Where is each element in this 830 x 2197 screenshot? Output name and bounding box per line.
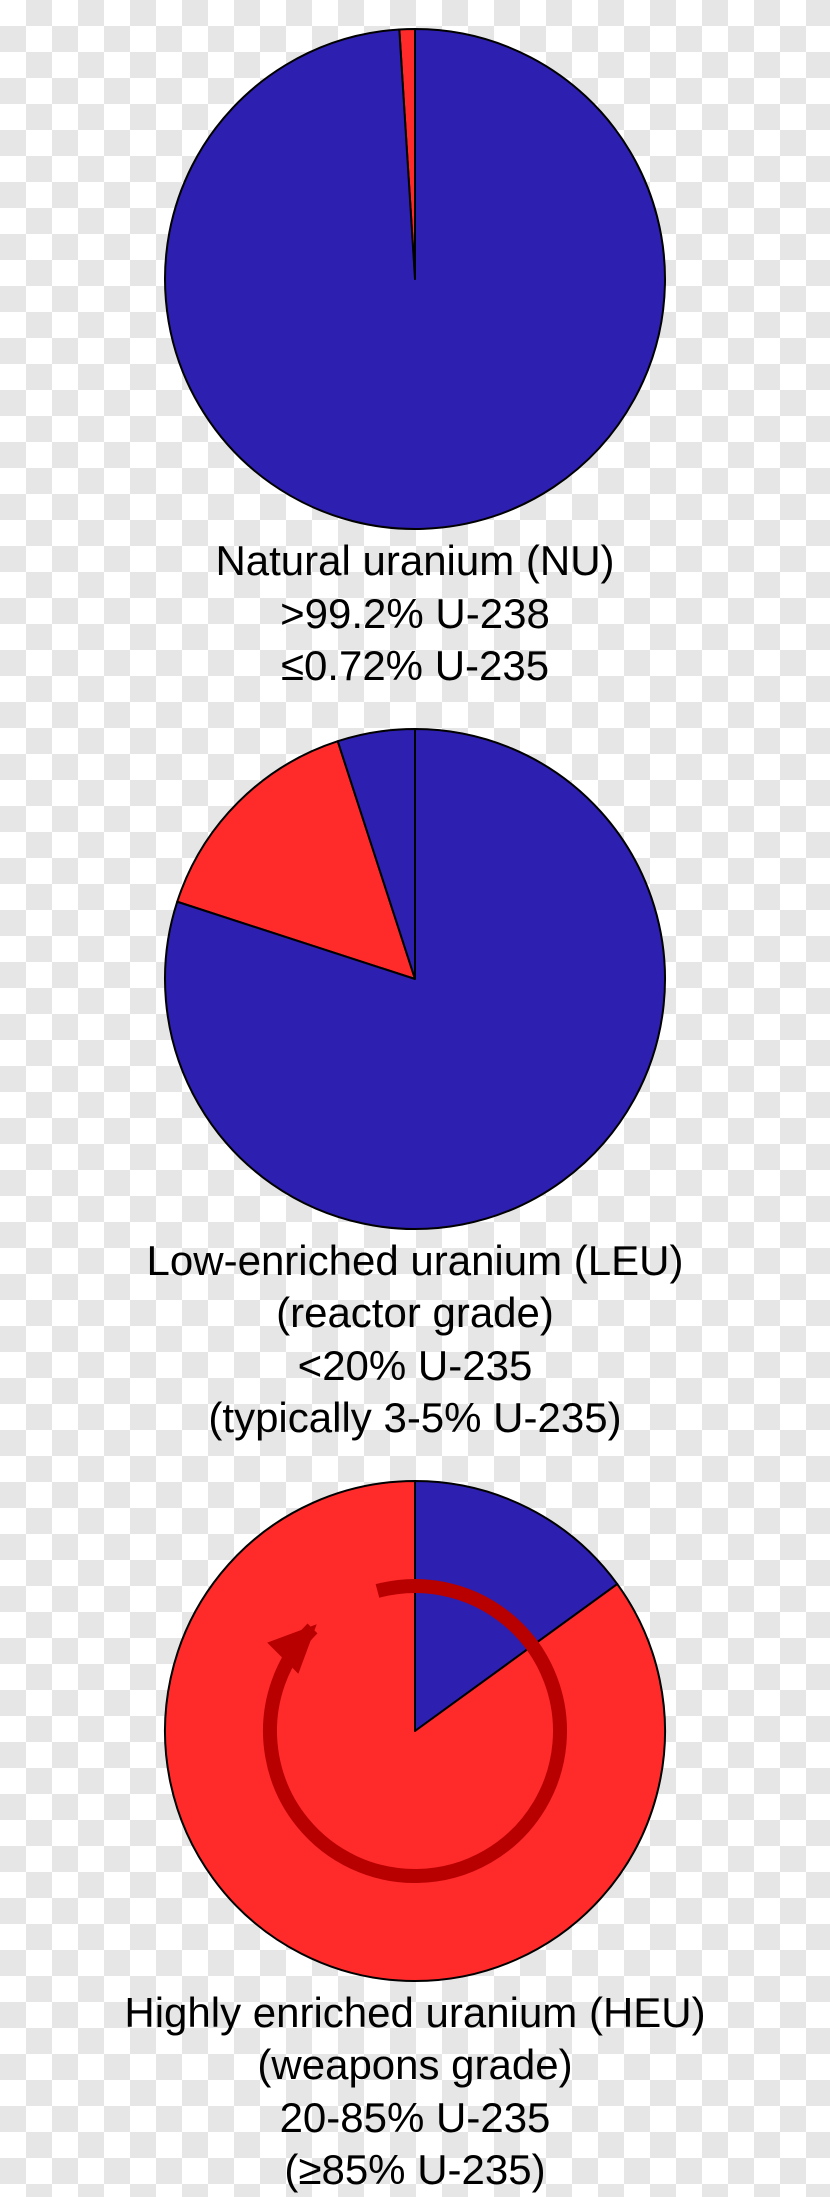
pie-leu xyxy=(161,725,669,1233)
caption-heu-line-0: Highly enriched uranium (HEU) xyxy=(124,1987,705,2040)
pie-heu xyxy=(161,1477,669,1985)
caption-heu: Highly enriched uranium (HEU)(weapons gr… xyxy=(124,1987,705,2197)
pie-svg-heu xyxy=(161,1477,669,1985)
pie-nu xyxy=(161,25,669,533)
slice-nu-u238-bulk xyxy=(165,29,665,529)
panel-leu: Low-enriched uranium (LEU)(reactor grade… xyxy=(0,693,830,1445)
caption-leu-line-2: <20% U-235 xyxy=(147,1340,684,1393)
caption-nu-line-0: Natural uranium (NU) xyxy=(215,535,614,588)
caption-leu-line-0: Low-enriched uranium (LEU) xyxy=(147,1235,684,1288)
caption-heu-line-3: (≥85% U-235) xyxy=(124,2144,705,2197)
caption-heu-line-1: (weapons grade) xyxy=(124,2039,705,2092)
caption-nu-line-1: >99.2% U-238 xyxy=(215,588,614,641)
caption-leu: Low-enriched uranium (LEU)(reactor grade… xyxy=(147,1235,684,1445)
pie-svg-nu xyxy=(161,25,669,533)
panel-nu: Natural uranium (NU)>99.2% U-238≤0.72% U… xyxy=(0,0,830,693)
caption-nu-line-2: ≤0.72% U-235 xyxy=(215,640,614,693)
panel-heu: Highly enriched uranium (HEU)(weapons gr… xyxy=(0,1445,830,2197)
pie-svg-leu xyxy=(161,725,669,1233)
caption-leu-line-1: (reactor grade) xyxy=(147,1287,684,1340)
caption-nu: Natural uranium (NU)>99.2% U-238≤0.72% U… xyxy=(215,535,614,693)
caption-leu-line-3: (typically 3-5% U-235) xyxy=(147,1392,684,1445)
caption-heu-line-2: 20-85% U-235 xyxy=(124,2092,705,2145)
